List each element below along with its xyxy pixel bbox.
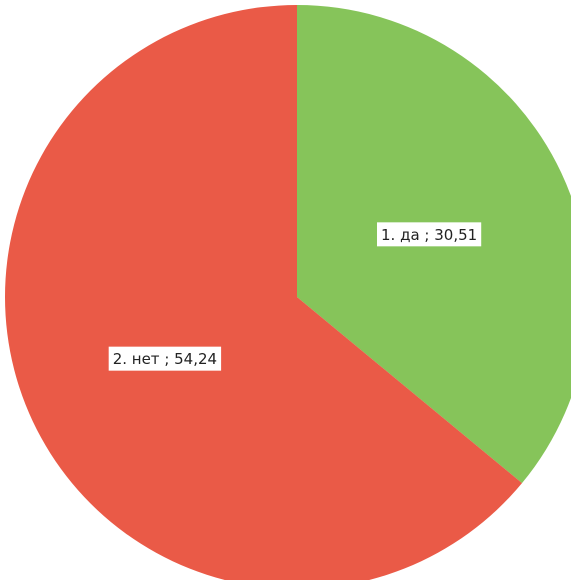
label-box — [108, 346, 222, 371]
label-separator: ; — [420, 225, 435, 243]
label-value: 54,24 — [174, 350, 217, 368]
label-category: 1. да — [381, 225, 420, 243]
label-box — [377, 222, 482, 247]
label-category: 2. нет — [113, 350, 160, 368]
data-label: 2. нет ; 54,24 — [113, 350, 217, 368]
labels: 1. да ; 30,51 2. нет ; 54,24 — [108, 222, 482, 371]
label-separator: ; — [160, 350, 175, 368]
data-label: 1. да ; 30,51 — [381, 225, 477, 243]
pie-slice — [5, 5, 522, 580]
label-value: 30,51 — [434, 225, 477, 243]
slices — [5, 5, 571, 580]
